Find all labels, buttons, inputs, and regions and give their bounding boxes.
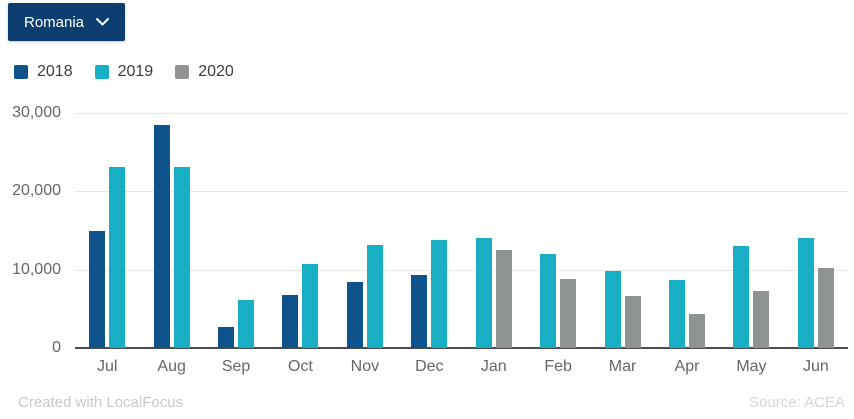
x-axis-label: Jun [802,358,829,375]
legend-swatch-2020 [175,65,190,79]
bar-2018-dec[interactable] [411,275,428,348]
gridline [75,113,848,114]
x-axis-label: Apr [674,358,700,375]
bar-group-feb: Feb [526,113,590,375]
bar-2019-feb[interactable] [540,254,557,348]
bar-2019-aug[interactable] [173,167,190,348]
y-tick-label: 30,000 [12,104,61,121]
bar-2020-jan[interactable] [495,250,512,348]
bar-group-oct: Oct [268,113,332,375]
x-axis-label: Oct [288,358,313,375]
bar-2019-apr[interactable] [669,279,685,348]
bar-group-jan: Jan [462,113,526,375]
legend-swatch-2018 [14,65,28,79]
bar-2020-jun[interactable] [817,268,834,348]
credit-text: Created with LocalFocus [18,394,184,411]
country-dropdown-label: Romania [24,13,85,31]
bar-2019-mar[interactable] [604,271,621,348]
bar-group-jul: Jul [75,113,139,375]
bar-2019-may[interactable] [733,246,750,348]
gridline [75,191,848,193]
legend-item-2020[interactable]: 2020 [175,63,234,81]
legend-label: 2018 [37,63,73,80]
bar-group-apr: Apr [655,113,719,375]
legend-swatch-2019 [94,65,109,79]
gridline [75,269,848,271]
bar-2018-sep[interactable] [218,326,235,348]
source-text: Source: ACEA [749,394,845,411]
bar-2020-may[interactable] [753,290,770,348]
bar-2019-oct[interactable] [302,264,319,348]
bar-group-dec: Dec [397,113,461,375]
bar-2019-dec[interactable] [431,239,448,348]
x-axis-label: Nov [350,358,380,375]
x-axis-label: Dec [415,358,444,375]
bar-2018-aug[interactable] [153,124,170,348]
bar-2019-jan[interactable] [475,238,492,348]
bar-group-sep: Sep [204,113,268,375]
country-dropdown[interactable]: Romania [8,3,126,41]
y-tick-label: 10,000 [12,260,61,278]
bar-group-jun: Jun [784,113,848,375]
bar-group-aug: Aug [139,113,203,375]
y-tick-label: 0 [52,339,61,356]
plot-area: Jul Aug Sep Oct Nov Dec Jan Feb Mar Apr May Jun [75,113,848,375]
x-axis-label: Mar [608,358,637,375]
legend-item-2019[interactable]: 2019 [94,63,154,81]
x-axis-label: Sep [221,358,251,375]
x-axis-label: Aug [157,358,186,375]
x-axis-label: Feb [544,358,572,375]
x-axis-label: Jan [480,358,507,375]
bar-2018-oct[interactable] [282,294,299,348]
legend-item-2018[interactable]: 2018 [14,63,73,81]
x-axis-label: Jul [96,358,118,375]
legend-label: 2019 [117,63,154,80]
y-axis-labels: 0 10,000 20,000 30,000 [0,104,67,356]
bar-2019-sep[interactable] [238,300,255,348]
chevron-down-icon [96,18,110,26]
bar-2018-jul[interactable] [89,230,106,348]
legend-label: 2020 [198,63,234,80]
bar-2019-jul[interactable] [109,167,126,348]
x-axis-line [75,347,848,349]
y-tick-label: 20,000 [12,182,61,200]
bar-2020-apr[interactable] [689,313,705,348]
bar-chart: 0 10,000 20,000 30,000 Jul Aug Sep Oct Nov Dec Ja… [0,95,854,395]
bar-2020-feb[interactable] [560,279,577,348]
bar-2018-nov[interactable] [346,282,363,348]
bar-2019-jun[interactable] [797,237,814,348]
bar-2019-nov[interactable] [366,244,383,348]
bar-group-mar: Mar [590,113,654,375]
x-axis-label: May [736,358,767,375]
bar-group-nov: Nov [333,113,397,375]
legend: 2018 2019 2020 [14,63,234,81]
bar-2020-mar[interactable] [624,296,641,348]
bar-group-may: May [719,113,783,375]
